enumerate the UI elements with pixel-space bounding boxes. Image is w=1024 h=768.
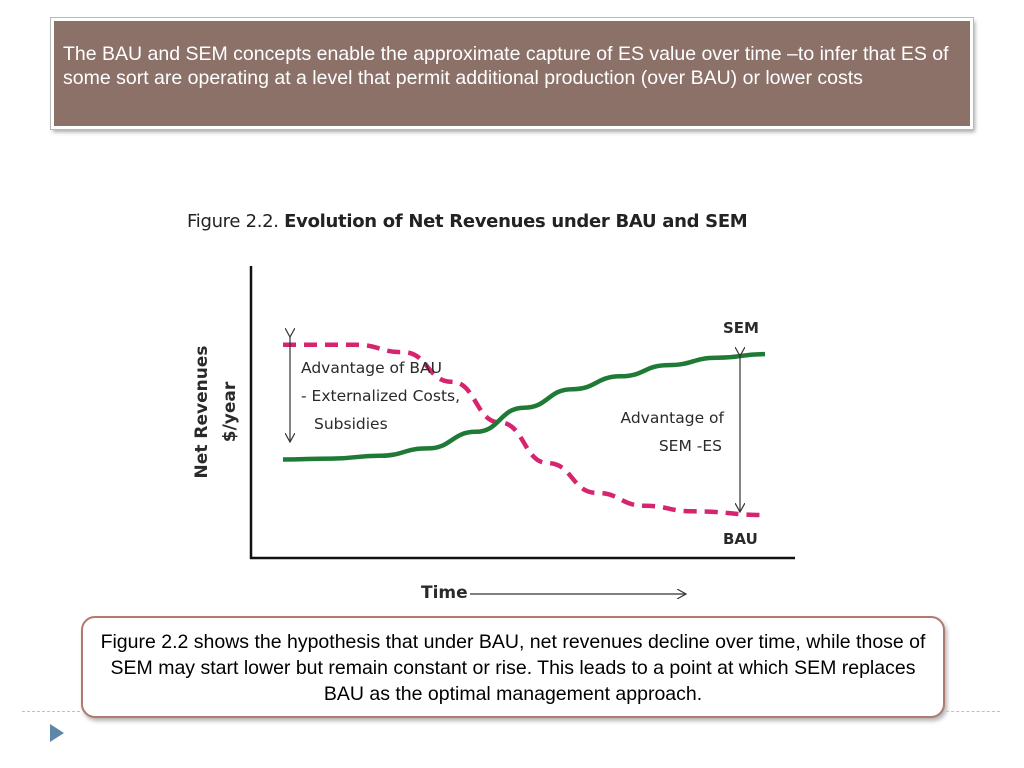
sem-series-label: SEM	[723, 319, 759, 337]
bau-advantage-line1: Advantage of BAU	[301, 359, 442, 377]
sem-advantage-line1: Advantage of	[621, 409, 725, 427]
header-banner: The BAU and SEM concepts enable the appr…	[51, 18, 973, 129]
y-axis-label-line1: Net Revenues	[192, 346, 212, 479]
header-text: The BAU and SEM concepts enable the appr…	[63, 43, 949, 89]
caption-box: Figure 2.2 shows the hypothesis that und…	[81, 616, 945, 718]
sem-advantage-line2: SEM -ES	[659, 437, 722, 455]
bau-advantage-line2: - Externalized Costs,	[301, 387, 460, 405]
figure-number: Figure 2.2.	[187, 211, 279, 232]
sem-series-line	[282, 351, 766, 462]
x-axis-label: Time	[421, 583, 468, 603]
bau-series-line	[283, 342, 766, 518]
bau-series-label: BAU	[723, 530, 758, 548]
y-axis-label-line2: $/year	[220, 381, 240, 442]
divider-right	[946, 711, 1000, 712]
bau-advantage-line3: Subsidies	[314, 415, 388, 433]
caption-text: Figure 2.2 shows the hypothesis that und…	[100, 631, 926, 705]
figure-caption: Evolution of Net Revenues under BAU and …	[284, 211, 748, 232]
figure-title: Figure 2.2. Evolution of Net Revenues un…	[187, 211, 748, 232]
divider-left	[22, 711, 80, 712]
triangle-right-icon	[50, 724, 64, 742]
